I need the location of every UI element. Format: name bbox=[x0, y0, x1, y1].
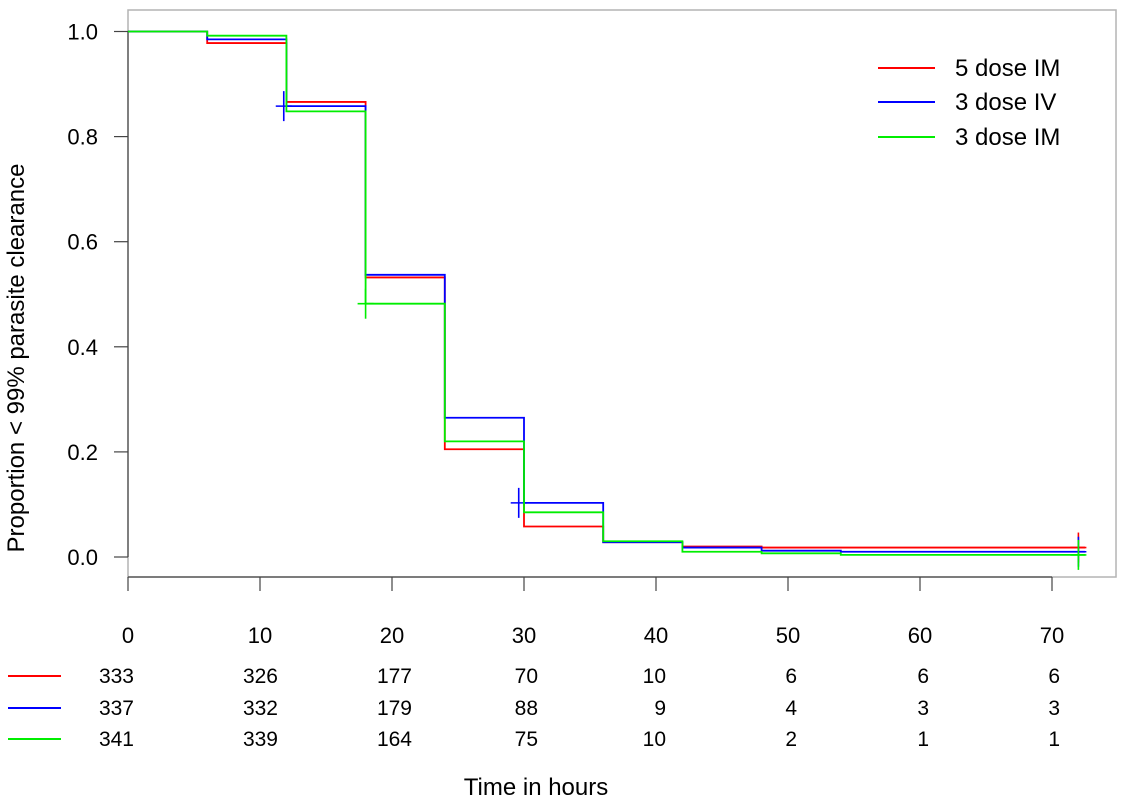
risk-table: 333 326 177 70 10 6 6 6 337 332 179 88 9 4 3 3 341 339 164… bbox=[8, 665, 1060, 751]
x-tick-label: 30 bbox=[512, 623, 536, 648]
y-tick-label: 0.8 bbox=[67, 125, 98, 150]
risk-count: 337 bbox=[99, 697, 134, 720]
x-tick-label: 60 bbox=[908, 623, 932, 648]
risk-count: 341 bbox=[99, 728, 134, 751]
risk-count: 3 bbox=[917, 697, 929, 720]
risk-count: 88 bbox=[515, 697, 538, 720]
legend-label: 5 dose IM bbox=[955, 55, 1060, 82]
km-step-line bbox=[128, 30, 1085, 553]
legend-entry: 5 dose IM bbox=[878, 55, 1060, 82]
risk-count: 177 bbox=[377, 665, 412, 688]
risk-count: 6 bbox=[917, 665, 929, 688]
risk-count: 75 bbox=[515, 728, 538, 751]
y-tick-label: 1.0 bbox=[67, 20, 98, 45]
x-tick-label: 40 bbox=[644, 623, 668, 648]
risk-count: 3 bbox=[1048, 697, 1060, 720]
risk-count: 10 bbox=[643, 728, 666, 751]
risk-count: 339 bbox=[243, 728, 278, 751]
legend-entry: 3 dose IV bbox=[878, 89, 1056, 116]
y-axis-title: Proportion < 99% parasite clearance bbox=[3, 164, 30, 553]
risk-count: 70 bbox=[515, 665, 538, 688]
x-tick-label: 50 bbox=[776, 623, 800, 648]
legend-label: 3 dose IM bbox=[955, 124, 1060, 151]
risk-count: 333 bbox=[99, 665, 134, 688]
risk-count: 332 bbox=[243, 697, 278, 720]
y-tick-label: 0.0 bbox=[67, 545, 98, 570]
km-step-line bbox=[128, 30, 1085, 556]
risk-count: 1 bbox=[1048, 728, 1060, 751]
risk-count: 9 bbox=[654, 697, 666, 720]
risk-count: 10 bbox=[643, 665, 666, 688]
x-tick-label: 0 bbox=[122, 623, 134, 648]
risk-count: 2 bbox=[785, 728, 797, 751]
y-tick-label: 0.4 bbox=[67, 335, 98, 360]
km-step-line bbox=[128, 30, 1085, 549]
x-axis-title: Time in hours bbox=[464, 774, 609, 800]
axes: 0 10 20 30 40 50 60 70 0.0 0.2 0.4 0.6 0.8 1.0 bbox=[67, 20, 1064, 649]
x-tick-label: 70 bbox=[1040, 623, 1064, 648]
risk-count: 6 bbox=[1048, 665, 1060, 688]
legend-entry: 3 dose IM bbox=[878, 124, 1060, 151]
risk-count: 164 bbox=[377, 728, 412, 751]
series-layer bbox=[128, 30, 1087, 570]
x-tick-label: 20 bbox=[380, 623, 404, 648]
risk-count: 6 bbox=[785, 665, 797, 688]
x-tick-label: 10 bbox=[248, 623, 272, 648]
risk-count: 326 bbox=[243, 665, 278, 688]
legend: 5 dose IM 3 dose IV 3 dose IM bbox=[878, 55, 1060, 151]
risk-count: 179 bbox=[377, 697, 412, 720]
legend-label: 3 dose IV bbox=[955, 89, 1056, 116]
y-tick-label: 0.2 bbox=[67, 440, 98, 465]
risk-count: 4 bbox=[785, 697, 797, 720]
y-tick-label: 0.6 bbox=[67, 230, 98, 255]
risk-count: 1 bbox=[917, 728, 929, 751]
